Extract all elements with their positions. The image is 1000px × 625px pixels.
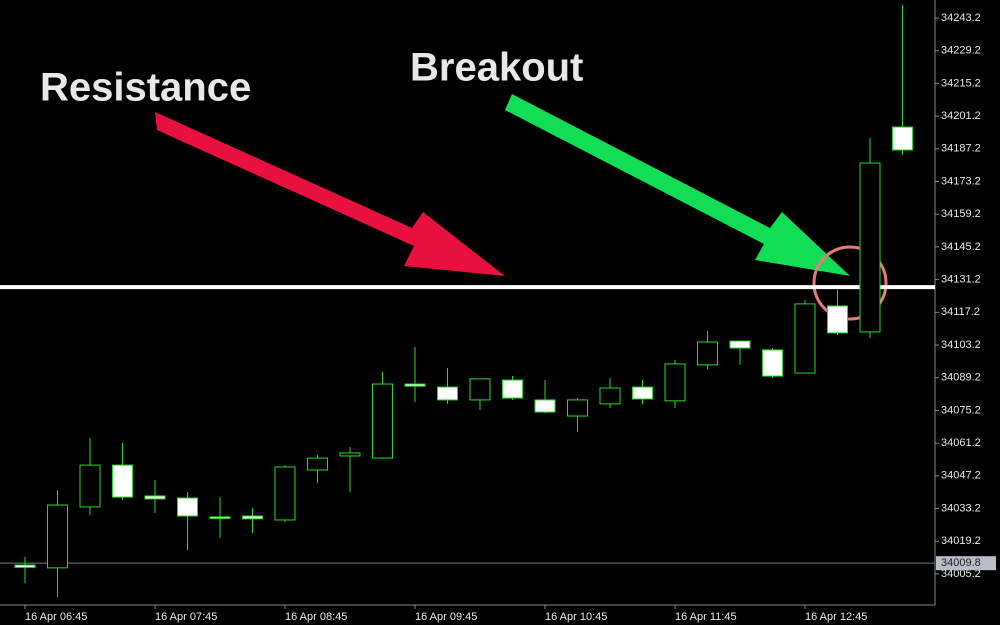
breakout-arrow xyxy=(505,94,850,276)
candle-body xyxy=(729,340,751,349)
candle-body xyxy=(534,399,556,413)
resistance-arrow xyxy=(155,112,505,276)
candle-body xyxy=(892,126,913,151)
candle-body xyxy=(177,497,198,517)
y-tick-label: 34243.2 xyxy=(941,12,981,24)
candle-body xyxy=(372,383,393,459)
candle-body xyxy=(14,564,36,568)
breakout-circle xyxy=(812,245,888,321)
candle-body xyxy=(859,162,881,333)
current-price-label: 34009.8 xyxy=(941,557,981,569)
candle-body xyxy=(79,464,101,508)
y-tick-label: 34173.2 xyxy=(941,175,981,187)
x-tick-label: 16 Apr 06:45 xyxy=(25,611,87,623)
candle-body xyxy=(112,464,133,498)
candle-body xyxy=(567,399,588,417)
candle-body xyxy=(47,504,68,569)
candle-body xyxy=(209,516,231,519)
candle-body xyxy=(762,349,783,377)
y-tick-label: 34145.2 xyxy=(941,241,981,253)
candle-body xyxy=(274,466,296,521)
y-tick-label: 34159.2 xyxy=(941,208,981,220)
current-price-box xyxy=(936,556,996,571)
y-tick-label: 34061.2 xyxy=(941,437,981,449)
y-tick-label: 34103.2 xyxy=(941,339,981,351)
y-tick-label: 34215.2 xyxy=(941,77,981,89)
candle-body xyxy=(697,341,718,366)
annotation: Resistance xyxy=(40,66,251,110)
y-tick-label: 34005.2 xyxy=(941,568,981,580)
y-tick-label: 34131.2 xyxy=(941,274,981,286)
y-tick-label: 34047.2 xyxy=(941,470,981,482)
candle-body xyxy=(632,386,653,400)
candle-body xyxy=(502,379,523,399)
candle-body xyxy=(599,387,621,405)
candle-body xyxy=(469,378,491,401)
y-tick-label: 34201.2 xyxy=(941,110,981,122)
candle-body xyxy=(242,515,263,520)
y-tick-label: 34229.2 xyxy=(941,45,981,57)
x-tick-label: 16 Apr 11:45 xyxy=(675,611,737,623)
y-tick-label: 34075.2 xyxy=(941,404,981,416)
annotation: Breakout xyxy=(410,46,583,90)
candle-body xyxy=(827,305,848,334)
y-tick-label: 34117.2 xyxy=(941,306,980,318)
candle-body xyxy=(339,452,361,457)
candle-body xyxy=(144,495,166,500)
x-tick-label: 16 Apr 12:45 xyxy=(805,611,867,623)
y-tick-label: 34187.2 xyxy=(941,143,981,155)
x-tick-label: 16 Apr 09:45 xyxy=(415,611,477,623)
y-tick-label: 34089.2 xyxy=(941,372,981,384)
candle-body xyxy=(437,386,458,401)
candle-body xyxy=(307,457,328,471)
candle-body xyxy=(794,303,816,374)
candle-body xyxy=(404,383,426,387)
candle-body xyxy=(664,363,686,402)
x-tick-label: 16 Apr 07:45 xyxy=(155,611,217,623)
y-tick-label: 34033.2 xyxy=(941,502,981,514)
x-tick-label: 16 Apr 10:45 xyxy=(545,611,607,623)
y-tick-label: 34019.2 xyxy=(941,535,981,547)
x-tick-label: 16 Apr 08:45 xyxy=(285,611,347,623)
